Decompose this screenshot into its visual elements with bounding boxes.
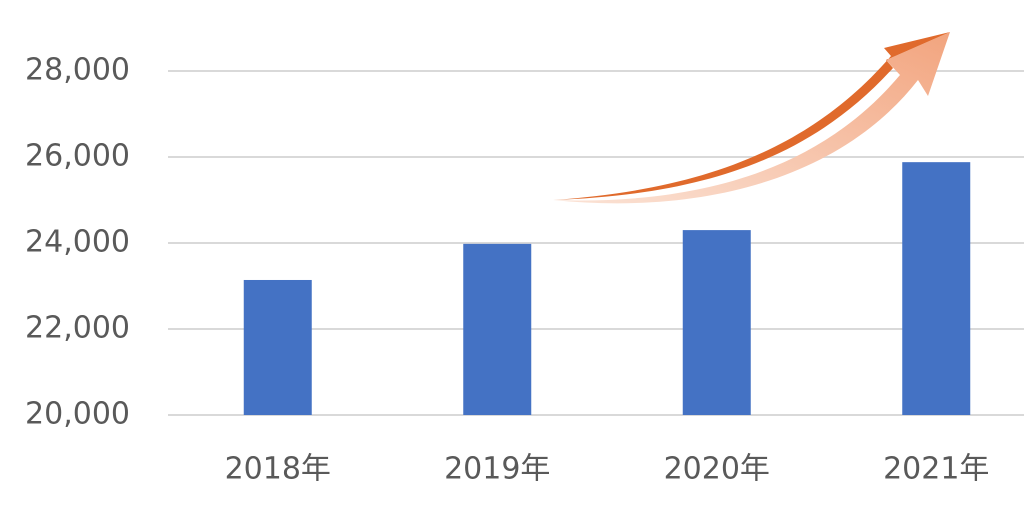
x-tick-label: 2020年 <box>664 452 770 487</box>
plot-area: 20,000 22,000 24,000 26,000 28,000 2018年 2019年… <box>25 53 1024 487</box>
x-tick-label: 2019年 <box>444 452 550 487</box>
y-tick-label: 26,000 <box>25 139 130 174</box>
x-tick-label: 2021年 <box>883 452 989 487</box>
bar <box>902 162 971 415</box>
arrow-body <box>553 32 950 204</box>
trend-arrow <box>553 32 950 204</box>
arrow-edge <box>553 32 950 200</box>
bar <box>463 243 532 415</box>
y-tick-label: 22,000 <box>25 311 130 346</box>
bar <box>243 279 312 415</box>
bar <box>682 230 751 415</box>
x-tick-label: 2018年 <box>225 452 331 487</box>
y-tick-label: 28,000 <box>25 53 130 88</box>
y-tick-label: 24,000 <box>25 225 130 260</box>
y-tick-label: 20,000 <box>25 397 130 432</box>
